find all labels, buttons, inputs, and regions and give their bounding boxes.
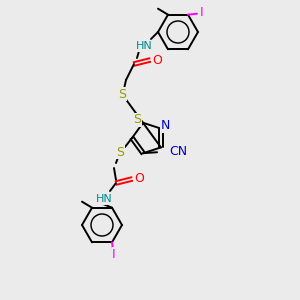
- Text: HN: HN: [136, 41, 152, 51]
- Text: S: S: [118, 88, 126, 100]
- Text: N: N: [160, 119, 170, 132]
- Text: I: I: [112, 248, 116, 261]
- Text: I: I: [200, 6, 204, 19]
- Text: S: S: [133, 113, 141, 126]
- Text: S: S: [116, 146, 124, 158]
- Text: CN: CN: [169, 145, 187, 158]
- Text: HN: HN: [96, 194, 112, 204]
- Text: O: O: [134, 172, 144, 185]
- Text: O: O: [152, 53, 162, 67]
